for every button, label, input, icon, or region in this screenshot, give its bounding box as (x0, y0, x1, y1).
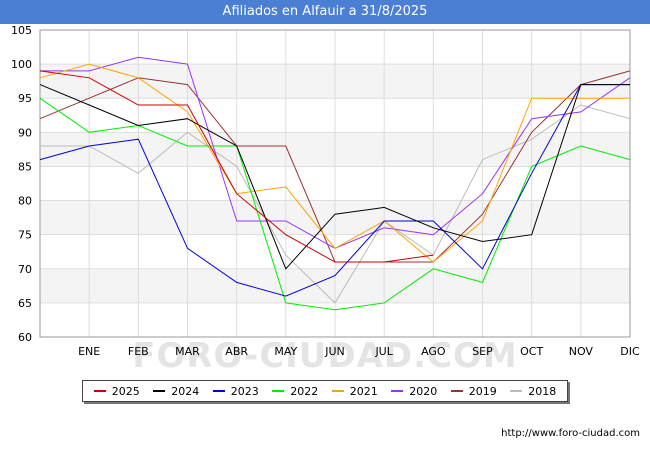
legend-swatch (450, 390, 463, 392)
legend-swatch (212, 390, 225, 392)
legend-item-2024: 2024 (153, 385, 199, 398)
series-line-2024 (39, 84, 630, 270)
x-tick-label: NOV (569, 345, 594, 358)
legend-item-2020: 2020 (391, 385, 437, 398)
series-line-2025 (39, 70, 434, 263)
y-tick-label: 60 (18, 331, 32, 344)
y-tick-label: 65 (18, 297, 32, 310)
legend-item-2018: 2018 (510, 385, 556, 398)
legend-label: 2023 (230, 384, 259, 398)
series-line-2018 (40, 104, 631, 304)
x-tick-label: FEB (128, 345, 149, 358)
legend-label: 2024 (171, 384, 200, 398)
y-tick-label: 100 (11, 58, 32, 71)
plot-frame (39, 29, 631, 338)
x-tick-label: ENE (78, 345, 100, 358)
y-tick-label: 90 (18, 126, 32, 139)
legend-swatch (331, 390, 344, 392)
x-tick-label: MAY (274, 345, 297, 358)
legend-swatch (153, 390, 166, 392)
y-tick-label: 95 (18, 92, 32, 105)
x-tick-label: JUL (374, 345, 393, 358)
legend-label: 2022 (290, 384, 319, 398)
y-tick-label: 85 (18, 160, 32, 173)
y-tick-label: 75 (18, 229, 32, 242)
legend-label: 2025 (111, 384, 140, 398)
legend-swatch (272, 390, 285, 392)
x-tick-label: ABR (225, 345, 248, 358)
series-line-2021 (39, 63, 630, 263)
x-tick-label: JUN (324, 345, 345, 358)
x-tick-label: MAR (175, 345, 200, 358)
watermark: FORO-CIUDAD.COM (132, 336, 518, 376)
legend-swatch (93, 390, 106, 392)
legend-label: 2018 (528, 384, 557, 398)
legend: 2025 2024 2023 2022 2021 2020 2019 2018 (82, 380, 568, 402)
legend-swatch (391, 390, 404, 392)
y-tick-label: 70 (18, 263, 32, 276)
legend-label: 2019 (468, 384, 497, 398)
legend-label: 2020 (409, 384, 438, 398)
chart-title: Afiliados en Alfauir a 31/8/2025 (0, 0, 650, 24)
legend-item-2019: 2019 (450, 384, 497, 398)
source-credit[interactable]: http://www.foro-ciudad.com (501, 428, 640, 439)
x-tick-label: AGO (421, 345, 446, 358)
legend-item-2025: 2025 (93, 384, 140, 398)
legend-label: 2021 (349, 384, 378, 398)
legend-item-2021: 2021 (331, 384, 378, 398)
x-tick-label: SEP (472, 345, 493, 358)
y-tick-label: 80 (18, 195, 32, 208)
legend-item-2022: 2022 (272, 385, 318, 398)
legend-item-2023: 2023 (212, 384, 259, 398)
y-tick-label: 105 (11, 24, 32, 37)
x-tick-label: OCT (520, 345, 543, 358)
series-line-2023 (39, 84, 630, 297)
x-tick-label: DIC (620, 345, 640, 358)
legend-swatch (510, 390, 523, 392)
